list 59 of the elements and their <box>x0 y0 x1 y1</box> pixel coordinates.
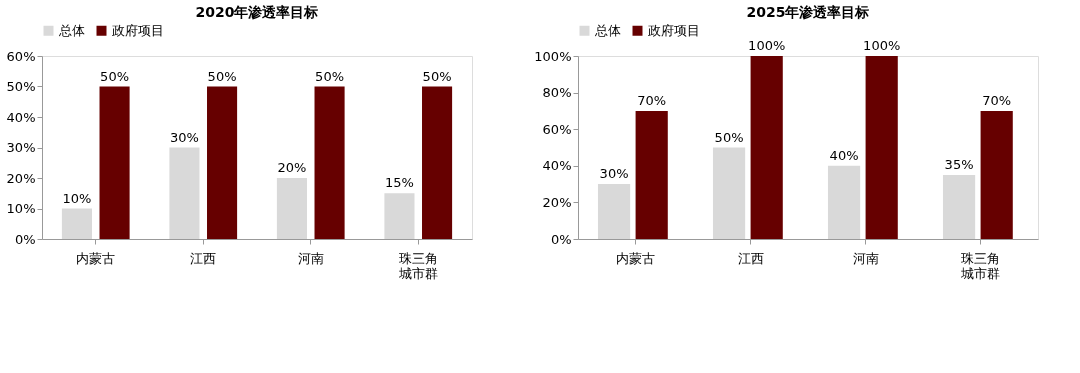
y-tick-label: 50% <box>6 79 36 94</box>
y-tick-label: 0% <box>550 231 572 247</box>
data-label: 20% <box>277 160 307 175</box>
data-label: 50% <box>422 68 452 84</box>
data-label: 50% <box>315 68 345 84</box>
bar <box>980 110 1013 239</box>
bar <box>712 147 746 239</box>
x-tick-label: 珠三角城市群 <box>960 250 1000 281</box>
y-tick-label: 20% <box>542 194 572 210</box>
data-label: 15% <box>384 175 414 191</box>
bar <box>865 56 898 239</box>
bar <box>384 193 415 239</box>
legend-label: 政府项目 <box>648 22 700 38</box>
data-label: 70% <box>982 92 1012 108</box>
legend-label: 总体 <box>58 22 85 38</box>
bar <box>99 86 130 239</box>
x-tick-label: 河南 <box>297 250 324 266</box>
bar <box>276 178 307 239</box>
bar <box>750 56 783 239</box>
legend-label: 政府项目 <box>112 22 164 38</box>
data-label: 50% <box>207 68 237 84</box>
bar <box>635 110 668 239</box>
y-tick-label: 20% <box>6 170 36 186</box>
bar <box>61 208 92 239</box>
y-tick-label: 60% <box>542 121 572 137</box>
y-tick-label: 10% <box>6 201 36 216</box>
bar <box>827 165 861 239</box>
chart-title: 2020年渗透率目标 <box>195 4 319 20</box>
x-tick-label: 江西 <box>737 250 764 266</box>
data-label: 100% <box>863 38 901 53</box>
data-label: 50% <box>100 68 130 84</box>
bar <box>207 86 238 239</box>
bar <box>169 147 200 239</box>
data-label: 10% <box>62 190 92 206</box>
y-tick-label: 80% <box>542 85 572 101</box>
x-tick-label: 内蒙古 <box>76 250 116 266</box>
data-label: 35% <box>944 156 974 172</box>
bar <box>942 174 976 239</box>
y-tick-label: 30% <box>6 140 36 155</box>
y-tick-label: 40% <box>542 158 572 174</box>
x-tick-label: 河南 <box>852 250 879 266</box>
y-tick-label: 40% <box>6 109 36 125</box>
data-label: 30% <box>599 166 629 182</box>
data-label: 40% <box>829 147 859 163</box>
y-tick-label: 60% <box>6 48 36 64</box>
data-label: 50% <box>714 129 744 145</box>
bar <box>597 184 631 239</box>
data-label: 100% <box>748 38 786 53</box>
x-tick-label: 内蒙古 <box>616 250 655 266</box>
x-tick-label: 珠三角城市群 <box>397 250 438 281</box>
data-label: 30% <box>169 129 199 145</box>
data-label: 70% <box>637 92 667 108</box>
bar <box>422 86 453 239</box>
x-tick-label: 江西 <box>190 250 217 266</box>
chart-title: 2025年渗透率目标 <box>746 4 870 20</box>
bar <box>314 86 345 239</box>
y-tick-label: 100% <box>534 48 572 64</box>
legend-label: 总体 <box>594 22 621 38</box>
y-tick-label: 0% <box>14 231 36 247</box>
